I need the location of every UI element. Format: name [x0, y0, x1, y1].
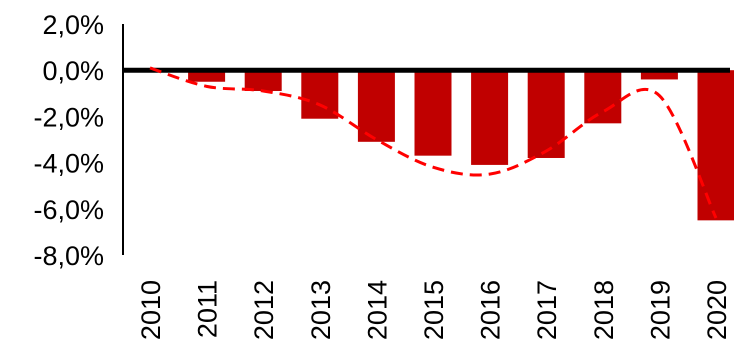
- y-tick-label: 0,0%: [42, 56, 104, 86]
- bar: [414, 70, 452, 156]
- x-tick-label: 2010: [136, 280, 166, 340]
- x-axis-tick-labels: 2010 2011 2012 2013 2014 2015 2016 2017 2018 2019…: [136, 280, 732, 340]
- bar: [301, 70, 339, 119]
- axes: [122, 24, 730, 255]
- x-tick-label: 2014: [362, 280, 392, 340]
- x-tick-label: 2012: [249, 280, 279, 340]
- bar: [527, 70, 565, 158]
- bar: [584, 70, 622, 124]
- x-tick-label: 2018: [589, 280, 619, 340]
- x-tick-label: 2016: [476, 280, 506, 340]
- x-tick-label: 2019: [645, 280, 675, 340]
- bar: [244, 70, 282, 91]
- x-tick-label: 2011: [193, 280, 223, 338]
- trend-line: [149, 66, 718, 219]
- bar: [357, 70, 395, 142]
- x-tick-label: 2017: [532, 280, 562, 340]
- y-tick-label: -6,0%: [33, 195, 104, 225]
- bar: [471, 70, 509, 165]
- bar: [697, 70, 734, 221]
- x-tick-label: 2015: [419, 280, 449, 340]
- x-tick-label: 2020: [702, 280, 732, 340]
- bar-series: [188, 70, 734, 221]
- y-tick-label: -8,0%: [33, 241, 104, 271]
- y-tick-label: -2,0%: [33, 102, 104, 132]
- y-tick-label: -4,0%: [33, 149, 104, 179]
- y-axis-tick-labels: 2,0% 0,0% -2,0% -4,0% -6,0% -8,0%: [33, 10, 104, 271]
- bar: [640, 70, 678, 80]
- bar: [188, 70, 226, 82]
- y-tick-label: 2,0%: [42, 10, 104, 40]
- x-tick-label: 2013: [306, 280, 336, 340]
